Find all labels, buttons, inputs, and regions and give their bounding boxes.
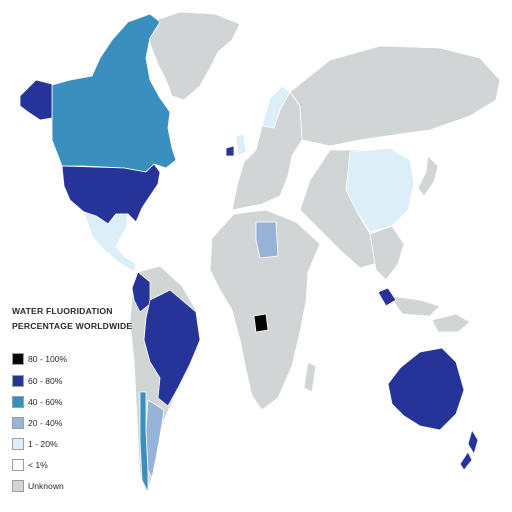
region-uk	[235, 133, 247, 157]
region-ireland	[225, 145, 235, 157]
legend-swatch	[12, 396, 24, 408]
map-legend: WATER FLUORIDATION PERCENTAGE WORLDWIDE …	[6, 300, 132, 498]
region-gabon	[253, 313, 269, 333]
region-colombia	[131, 271, 151, 313]
legend-label: Unknown	[28, 481, 64, 491]
legend-item-40-60: 40 - 60%	[12, 395, 62, 409]
region-libya	[255, 221, 279, 259]
legend-item-80-100: 80 - 100%	[12, 352, 67, 366]
region-chile	[139, 391, 149, 493]
legend-swatch	[12, 417, 24, 429]
region-new-zealand	[467, 429, 479, 455]
region-australia	[387, 347, 465, 431]
region-new-guinea	[431, 313, 471, 333]
legend-swatch	[12, 438, 24, 450]
legend-item-60-80: 60 - 80%	[12, 374, 62, 388]
region-madagascar	[303, 361, 317, 393]
legend-swatch	[12, 375, 24, 387]
legend-label: 80 - 100%	[28, 354, 68, 364]
region-japan	[417, 155, 439, 197]
region-alaska	[19, 79, 53, 121]
legend-label: 1 - 20%	[28, 439, 58, 449]
region-brazil	[143, 289, 201, 407]
region-china	[345, 147, 415, 233]
region-mexico	[83, 211, 137, 273]
region-malaysia	[377, 287, 397, 307]
region-asia	[299, 149, 381, 269]
region-united-states	[61, 163, 161, 225]
legend-item-20-40: 20 - 40%	[12, 416, 62, 430]
region-russia	[289, 45, 501, 147]
legend-label: < 1%	[28, 460, 48, 470]
region-southeast-asia	[369, 225, 405, 281]
legend-title-line-1: WATER FLUORIDATION	[12, 306, 113, 316]
region-africa	[209, 209, 321, 411]
legend-label: 40 - 60%	[28, 397, 63, 407]
region-argentina	[145, 399, 165, 479]
legend-item-1-20: 1 - 20%	[12, 437, 58, 451]
legend-item-unknown: Unknown	[12, 479, 64, 493]
legend-title-line-2: PERCENTAGE WORLDWIDE	[12, 321, 133, 331]
legend-swatch	[12, 459, 24, 471]
legend-swatch	[12, 353, 24, 365]
legend-label: 20 - 40%	[28, 418, 63, 428]
region-new-zealand-south	[459, 451, 473, 471]
region-greenland	[149, 11, 241, 101]
legend-item-under-1: < 1%	[12, 458, 48, 472]
legend-title: WATER FLUORIDATION PERCENTAGE WORLDWIDE	[12, 304, 132, 334]
region-indonesia	[389, 295, 441, 317]
legend-swatch	[12, 480, 24, 492]
legend-label: 60 - 80%	[28, 376, 63, 386]
